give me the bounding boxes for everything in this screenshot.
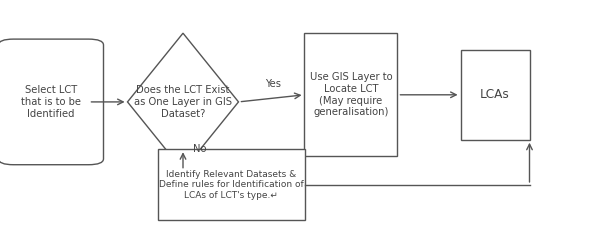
Text: Yes: Yes — [265, 79, 281, 89]
Bar — [461, 50, 530, 140]
Text: Use GIS Layer to
Locate LCT
(May require
generalisation): Use GIS Layer to Locate LCT (May require… — [310, 72, 392, 117]
FancyBboxPatch shape — [0, 39, 103, 165]
Text: LCAs: LCAs — [480, 88, 510, 101]
Bar — [304, 33, 397, 156]
Text: No: No — [193, 144, 206, 154]
Text: Identify Relevant Datasets &
Define rules for Identification of
LCAs of LCT's ty: Identify Relevant Datasets & Define rule… — [158, 170, 304, 200]
Bar — [157, 149, 305, 220]
Polygon shape — [128, 33, 238, 171]
Text: Select LCT
that is to be
Identified: Select LCT that is to be Identified — [21, 85, 81, 118]
Text: Does the LCT Exist
as One Layer in GIS
Dataset?: Does the LCT Exist as One Layer in GIS D… — [134, 85, 232, 118]
